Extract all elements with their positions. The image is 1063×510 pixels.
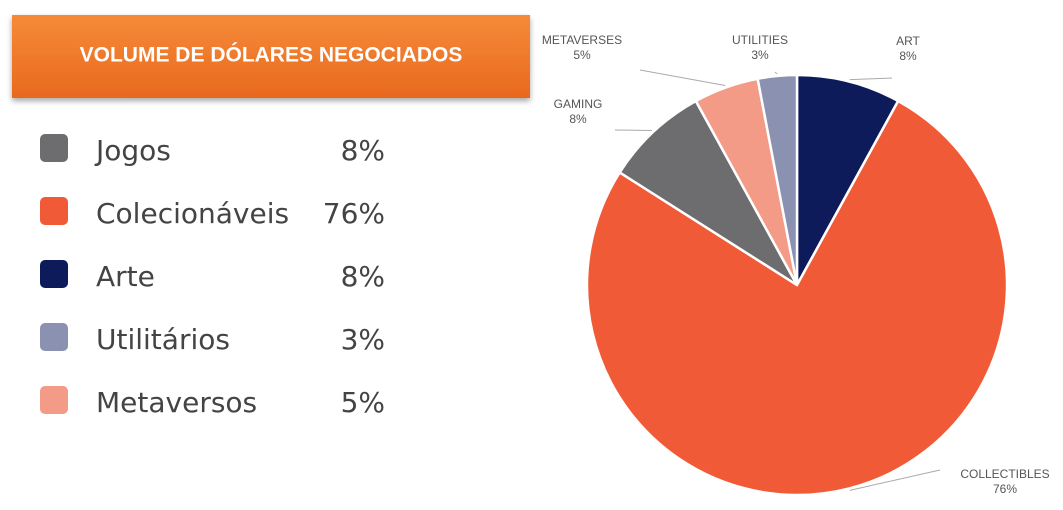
legend-swatch xyxy=(40,386,68,414)
legend-label: Colecionáveis xyxy=(96,197,289,230)
legend-label: Utilitários xyxy=(96,323,230,356)
slice-label: METAVERSES xyxy=(542,33,622,47)
legend-value: 8% xyxy=(341,134,385,167)
leader-line xyxy=(849,469,941,491)
slice-label: ART xyxy=(896,34,920,48)
slice-value-label: 3% xyxy=(751,48,769,62)
pie-slice xyxy=(795,73,900,286)
legend-swatch xyxy=(40,323,68,351)
legend-value: 3% xyxy=(341,323,385,356)
pie-slice xyxy=(617,99,799,287)
legend-label: Jogos xyxy=(94,134,171,167)
legend-value: 76% xyxy=(323,197,385,230)
pie-slice xyxy=(585,99,1009,497)
legend-swatch xyxy=(40,260,68,288)
chart-title: VOLUME DE DÓLARES NEGOCIADOS xyxy=(80,43,463,67)
legend-swatch xyxy=(40,197,68,225)
title-box xyxy=(12,15,530,98)
slice-value-label: 8% xyxy=(569,112,587,126)
leader-line xyxy=(639,69,726,87)
legend-label: Arte xyxy=(96,260,155,293)
slice-value-label: 5% xyxy=(573,48,591,62)
legend-swatch xyxy=(40,134,68,162)
legend-label: Metaversos xyxy=(96,386,257,419)
pie-slice xyxy=(756,73,799,286)
slice-value-label: 76% xyxy=(993,482,1017,496)
leader-line xyxy=(849,77,893,81)
legend-value: 8% xyxy=(341,260,385,293)
slice-label: COLLECTIBLES xyxy=(960,467,1049,481)
leader-line xyxy=(774,71,778,75)
legend-value: 5% xyxy=(341,386,385,419)
slice-label: UTILITIES xyxy=(732,33,788,47)
slice-value-label: 8% xyxy=(899,49,917,63)
slice-label: GAMING xyxy=(554,97,603,111)
